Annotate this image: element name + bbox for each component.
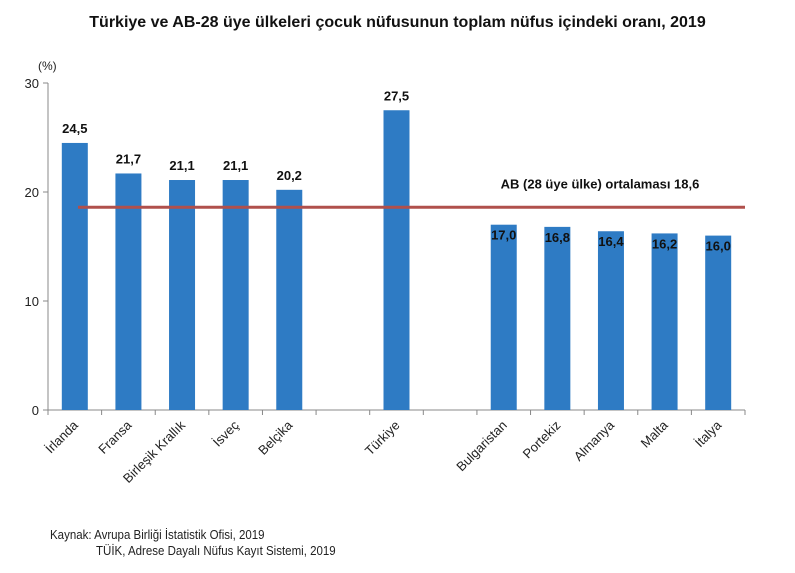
bar <box>651 233 678 410</box>
x-tick-label: Türkiye <box>362 418 403 459</box>
data-label: 16,8 <box>545 230 570 245</box>
data-label: 16,4 <box>598 234 624 249</box>
source-line-1: Kaynak: Avrupa Birliği İstatistik Ofisi,… <box>50 528 265 542</box>
x-tick-label: İtalya <box>692 417 725 450</box>
source-note: Kaynak: Avrupa Birliği İstatistik Ofisi,… <box>50 527 336 559</box>
average-line-label: AB (28 üye ülke) ortalaması 18,6 <box>501 176 700 191</box>
x-tick-label: İrlanda <box>42 417 81 456</box>
data-label: 16,0 <box>706 239 731 254</box>
bar <box>544 226 571 410</box>
bar <box>61 142 88 410</box>
x-tick-label: İsveç <box>210 417 242 449</box>
bar <box>276 189 303 410</box>
bar <box>222 180 249 410</box>
data-label: 21,1 <box>169 158 194 173</box>
x-tick-label: Bulgaristan <box>453 418 510 475</box>
bar <box>115 173 142 410</box>
x-tick-label: Belçika <box>255 417 296 458</box>
source-line-2: TÜİK, Adrese Dayalı Nüfus Kayıt Sistemi,… <box>96 544 336 558</box>
bar <box>705 235 732 410</box>
bar <box>597 231 624 410</box>
data-label: 24,5 <box>62 121 87 136</box>
chart-title: Türkiye ve AB-28 üye ülkeleri çocuk nüfu… <box>89 14 706 31</box>
bar <box>169 180 196 410</box>
data-label: 20,2 <box>277 168 302 183</box>
data-label: 21,7 <box>116 151 141 166</box>
y-tick-label: 30 <box>25 76 39 91</box>
x-tick-label: Portekiz <box>520 418 564 462</box>
x-tick-label: Almanya <box>571 417 618 464</box>
bar <box>383 110 410 410</box>
y-axis-label: (%) <box>38 59 57 73</box>
y-tick-label: 10 <box>25 294 39 309</box>
y-tick-label: 20 <box>25 185 39 200</box>
x-tick-label: Fransa <box>95 417 135 457</box>
x-tick-label: Malta <box>638 417 672 451</box>
data-label: 16,2 <box>652 236 677 251</box>
data-label: 17,0 <box>491 228 516 243</box>
bar <box>490 224 517 410</box>
y-tick-label: 0 <box>32 403 39 418</box>
data-label: 27,5 <box>384 88 409 103</box>
data-label: 21,1 <box>223 158 248 173</box>
